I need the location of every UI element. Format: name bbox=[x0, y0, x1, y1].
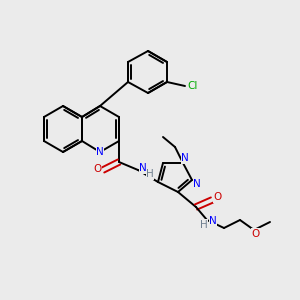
Text: N: N bbox=[193, 179, 201, 189]
Text: H: H bbox=[200, 220, 208, 230]
Text: Cl: Cl bbox=[188, 81, 198, 91]
Text: O: O bbox=[252, 229, 260, 239]
Text: O: O bbox=[214, 192, 222, 202]
Text: N: N bbox=[181, 153, 189, 163]
Text: N: N bbox=[139, 163, 147, 173]
Text: H: H bbox=[146, 169, 154, 179]
Text: O: O bbox=[93, 164, 101, 174]
Text: N: N bbox=[209, 216, 217, 226]
Text: N: N bbox=[96, 147, 104, 157]
